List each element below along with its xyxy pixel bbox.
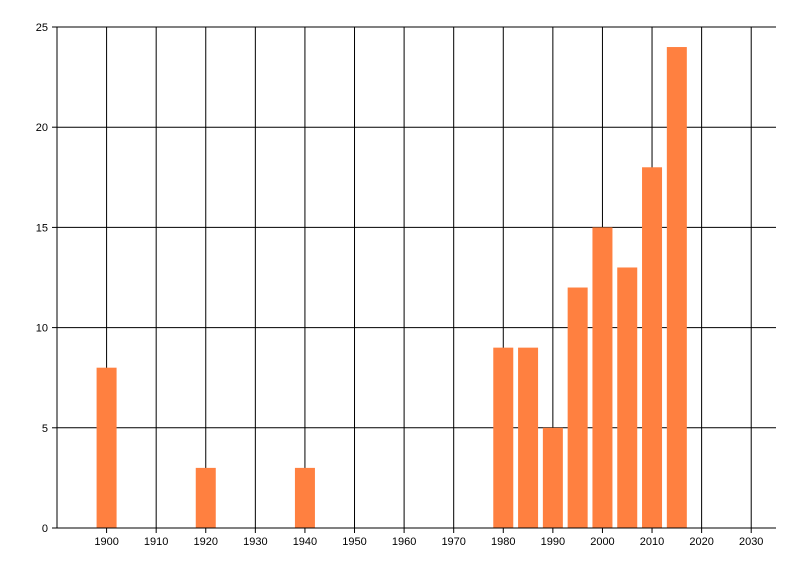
bar	[666, 47, 687, 528]
x-tick-label: 2010	[640, 536, 664, 548]
y-tick-labels: 0 5 10 15 20 25	[36, 22, 48, 535]
x-tick-label: 1920	[194, 536, 218, 548]
bar	[592, 227, 613, 528]
bar	[195, 467, 216, 528]
y-tick-label: 20	[36, 122, 48, 134]
bar	[294, 467, 315, 528]
bar	[542, 427, 563, 528]
bar	[96, 367, 117, 528]
y-tick-label: 0	[42, 523, 48, 535]
bars	[96, 47, 687, 528]
y-tick-label: 5	[42, 423, 48, 435]
bar	[567, 287, 588, 528]
x-tick-label: 1900	[94, 536, 118, 548]
x-tick-label: 1910	[144, 536, 168, 548]
x-tick-label: 1930	[243, 536, 267, 548]
x-tick-label: 2030	[739, 536, 763, 548]
bar	[642, 167, 663, 528]
x-tick-label: 1960	[392, 536, 416, 548]
y-tick-label: 25	[36, 22, 48, 34]
x-tick-label: 1990	[541, 536, 565, 548]
y-tick-label: 10	[36, 323, 48, 335]
x-tick-label: 1950	[342, 536, 366, 548]
bar	[493, 347, 514, 528]
x-tick-labels: 1900 1910 1920 1930 1940 1950 1960 1970 1980 1990…	[94, 536, 763, 548]
y-tick-label: 15	[36, 222, 48, 234]
x-tick-label: 1970	[441, 536, 465, 548]
x-tick-label: 1940	[293, 536, 317, 548]
x-tick-label: 2020	[689, 536, 713, 548]
bar	[617, 267, 638, 528]
x-tick-label: 1980	[491, 536, 515, 548]
bar	[518, 347, 539, 528]
x-tick-label: 2000	[590, 536, 614, 548]
axes	[52, 26, 776, 533]
